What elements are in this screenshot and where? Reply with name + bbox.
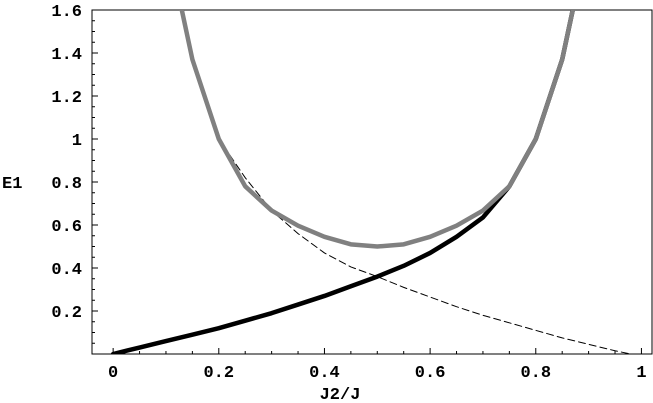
x-tick-label: 0.6 bbox=[415, 364, 446, 383]
y-tick-label: 1.2 bbox=[51, 89, 82, 108]
plot-frame bbox=[91, 9, 653, 355]
x-tick-label: 0.8 bbox=[520, 364, 551, 383]
y-axis-label: E1 bbox=[2, 175, 22, 194]
x-axis-label: J2/J bbox=[320, 386, 361, 403]
y-tick-label: 1.6 bbox=[51, 3, 82, 22]
series-gray-line bbox=[179, 10, 575, 249]
x-axis-ticks: 0 0.2 0.4 0.6 0.8 1 bbox=[108, 348, 647, 383]
y-tick-label: 0.6 bbox=[51, 218, 82, 237]
y-tick-label: 1 bbox=[72, 132, 82, 151]
series-black-line bbox=[110, 10, 575, 354]
series-layer bbox=[110, 10, 632, 354]
y-tick-label: 0.8 bbox=[51, 175, 82, 194]
y-tick-label: 0.4 bbox=[51, 261, 82, 280]
x-tick-label: 0.4 bbox=[309, 364, 340, 383]
series-dashed-line bbox=[181, 10, 632, 354]
y-axis-ticks: 0.2 0.4 0.6 0.8 1 1.2 1.4 1.6 bbox=[51, 3, 98, 344]
x-tick-label: 0 bbox=[108, 364, 118, 383]
y-tick-label: 1.4 bbox=[51, 46, 82, 65]
x-tick-label: 0.2 bbox=[203, 364, 234, 383]
x-tick-label: 1 bbox=[636, 364, 646, 383]
y-tick-label: 0.2 bbox=[51, 304, 82, 323]
